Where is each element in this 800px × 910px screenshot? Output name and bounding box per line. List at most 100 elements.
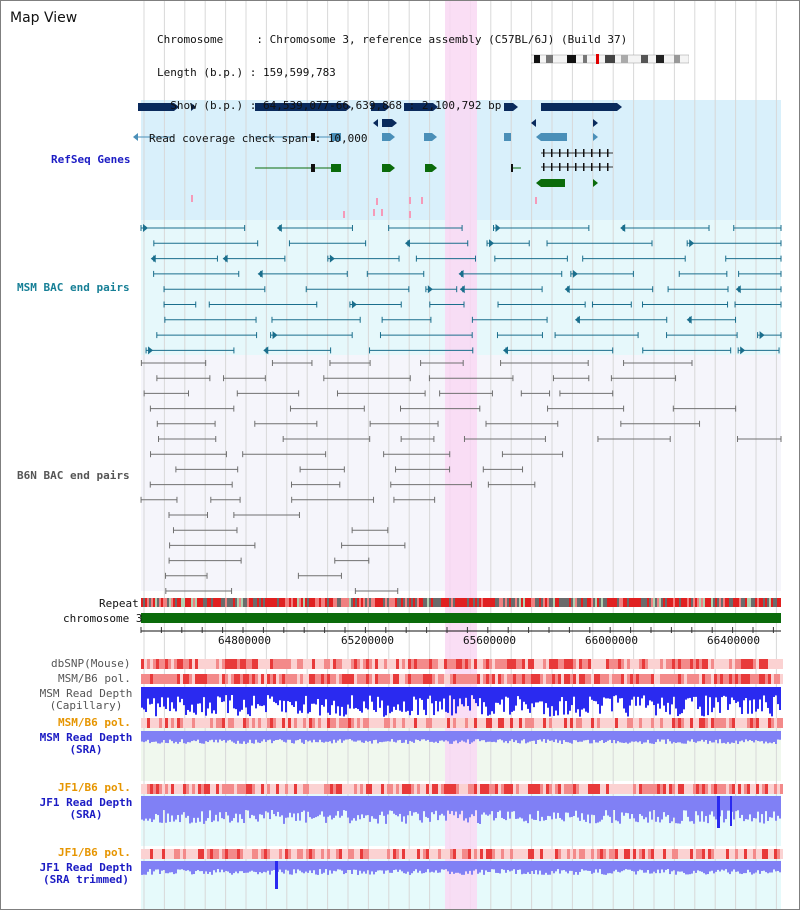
jf1-read-depth-trimmed-label[interactable]: JF1 Read Depth (SRA trimmed) bbox=[35, 862, 137, 886]
repeat-segment bbox=[427, 598, 429, 607]
read-depth-bar bbox=[393, 687, 395, 707]
polymorphism-cell bbox=[297, 659, 300, 669]
gene-block bbox=[255, 103, 346, 111]
polymorphism-cell bbox=[702, 849, 705, 859]
read-depth-bar bbox=[305, 687, 307, 696]
read-depth-bar bbox=[449, 731, 451, 744]
polymorphism-cell bbox=[381, 659, 384, 669]
read-depth-bar bbox=[155, 731, 157, 742]
msm-bac-label[interactable]: MSM BAC end pairs bbox=[17, 281, 130, 294]
repeat-label[interactable]: Repeat bbox=[99, 597, 139, 610]
read-depth-bar bbox=[679, 796, 681, 824]
repeat-segment bbox=[505, 598, 507, 607]
jf1-b6-pol-trimmed-label[interactable]: JF1/B6 pol. bbox=[58, 846, 131, 859]
read-depth-bar bbox=[695, 687, 697, 697]
polymorphism-cell bbox=[321, 784, 324, 794]
refseq-mark bbox=[381, 209, 383, 216]
read-depth-bar bbox=[485, 796, 487, 815]
chromosome-ideogram[interactable] bbox=[531, 54, 689, 64]
polymorphism-cell bbox=[141, 849, 144, 859]
polymorphism-cell bbox=[417, 849, 420, 859]
read-depth-bar bbox=[763, 731, 765, 744]
dbsnp-label[interactable]: dbSNP(Mouse) bbox=[51, 657, 131, 670]
read-depth-bar bbox=[239, 731, 241, 744]
repeat-segment bbox=[551, 598, 553, 607]
read-depth-bar bbox=[167, 687, 169, 698]
read-depth-bar bbox=[707, 687, 709, 716]
read-depth-bar bbox=[261, 861, 263, 874]
polymorphism-cell bbox=[306, 674, 309, 684]
polymorphism-cell bbox=[546, 784, 549, 794]
chromosome-label[interactable]: chromosome 3 bbox=[63, 612, 143, 625]
read-depth-bar bbox=[495, 861, 497, 873]
repeat-segment bbox=[213, 598, 215, 607]
polymorphism-cell bbox=[363, 718, 366, 728]
polymorphism-cell bbox=[534, 674, 537, 684]
polymorphism-cell bbox=[342, 849, 345, 859]
polymorphism-cell bbox=[600, 718, 603, 728]
read-depth-bar bbox=[659, 861, 661, 874]
repeat-segment bbox=[287, 598, 289, 607]
strand-arrow bbox=[740, 346, 746, 355]
polymorphism-cell bbox=[402, 718, 405, 728]
read-depth-bar bbox=[399, 731, 401, 740]
strand-arrow bbox=[574, 315, 580, 324]
read-depth-bar bbox=[645, 731, 647, 743]
polymorphism-cell bbox=[162, 674, 165, 684]
polymorphism-cell bbox=[462, 849, 465, 859]
repeat-segment bbox=[435, 598, 437, 607]
read-depth-bar bbox=[469, 731, 471, 744]
polymorphism-cell bbox=[648, 784, 651, 794]
polymorphism-cell bbox=[351, 784, 354, 794]
strand-arrow bbox=[593, 179, 598, 187]
polymorphism-cell bbox=[510, 659, 513, 669]
read-depth-bar bbox=[553, 687, 555, 716]
jf1-read-depth-sra-label[interactable]: JF1 Read Depth (SRA) bbox=[35, 797, 137, 821]
jf1-b6-pol-label[interactable]: JF1/B6 pol. bbox=[58, 781, 131, 794]
msm-read-depth-sra-label[interactable]: MSM Read Depth (SRA) bbox=[35, 732, 137, 756]
polymorphism-cell bbox=[633, 849, 636, 859]
refseq-genes-label[interactable]: RefSeq Genes bbox=[51, 153, 131, 166]
polymorphism-cell bbox=[429, 784, 432, 794]
read-depth-bar bbox=[577, 861, 579, 875]
msm-b6-pol-label[interactable]: MSM/B6 pol. bbox=[58, 672, 131, 685]
polymorphism-cell bbox=[453, 659, 456, 669]
msm-read-depth-capillary-label[interactable]: MSM Read Depth (Capillary) bbox=[35, 688, 137, 712]
read-depth-bar bbox=[141, 861, 143, 875]
msm-b6-pol-sra-label[interactable]: MSM/B6 pol. bbox=[58, 716, 131, 729]
polymorphism-cell bbox=[498, 718, 501, 728]
b6n-bac-label[interactable]: B6N BAC end pairs bbox=[17, 469, 130, 482]
polymorphism-cell bbox=[630, 659, 633, 669]
polymorphism-cell bbox=[297, 784, 300, 794]
polymorphism-cell bbox=[537, 718, 540, 728]
polymorphism-cell bbox=[219, 849, 222, 859]
read-depth-bar bbox=[425, 687, 427, 716]
polymorphism-cell bbox=[402, 674, 405, 684]
read-depth-bar bbox=[237, 687, 239, 716]
read-depth-bar bbox=[677, 731, 679, 743]
polymorphism-cell bbox=[612, 718, 615, 728]
polymorphism-cell bbox=[429, 849, 432, 859]
read-depth-bar bbox=[191, 731, 193, 742]
read-depth-bar bbox=[277, 796, 279, 812]
polymorphism-cell bbox=[570, 659, 573, 669]
read-depth-bar bbox=[709, 731, 711, 741]
repeat-segment bbox=[421, 598, 423, 607]
polymorphism-cell bbox=[258, 674, 261, 684]
polymorphism-cell bbox=[294, 718, 297, 728]
read-depth-bar bbox=[301, 731, 303, 743]
read-depth-bar bbox=[323, 861, 325, 873]
polymorphism-cell bbox=[312, 784, 315, 794]
read-depth-bar bbox=[337, 796, 339, 812]
read-depth-bar bbox=[153, 861, 155, 872]
read-depth-bar bbox=[443, 796, 445, 816]
polymorphism-cell bbox=[708, 849, 711, 859]
read-depth-bar bbox=[577, 731, 579, 743]
polymorphism-cell bbox=[399, 849, 402, 859]
read-depth-bar bbox=[583, 687, 585, 709]
polymorphism-cell bbox=[453, 718, 456, 728]
polymorphism-cell bbox=[360, 659, 363, 669]
polymorphism-cell bbox=[435, 718, 438, 728]
read-depth-bar bbox=[311, 687, 313, 704]
polymorphism-cell bbox=[540, 849, 543, 859]
